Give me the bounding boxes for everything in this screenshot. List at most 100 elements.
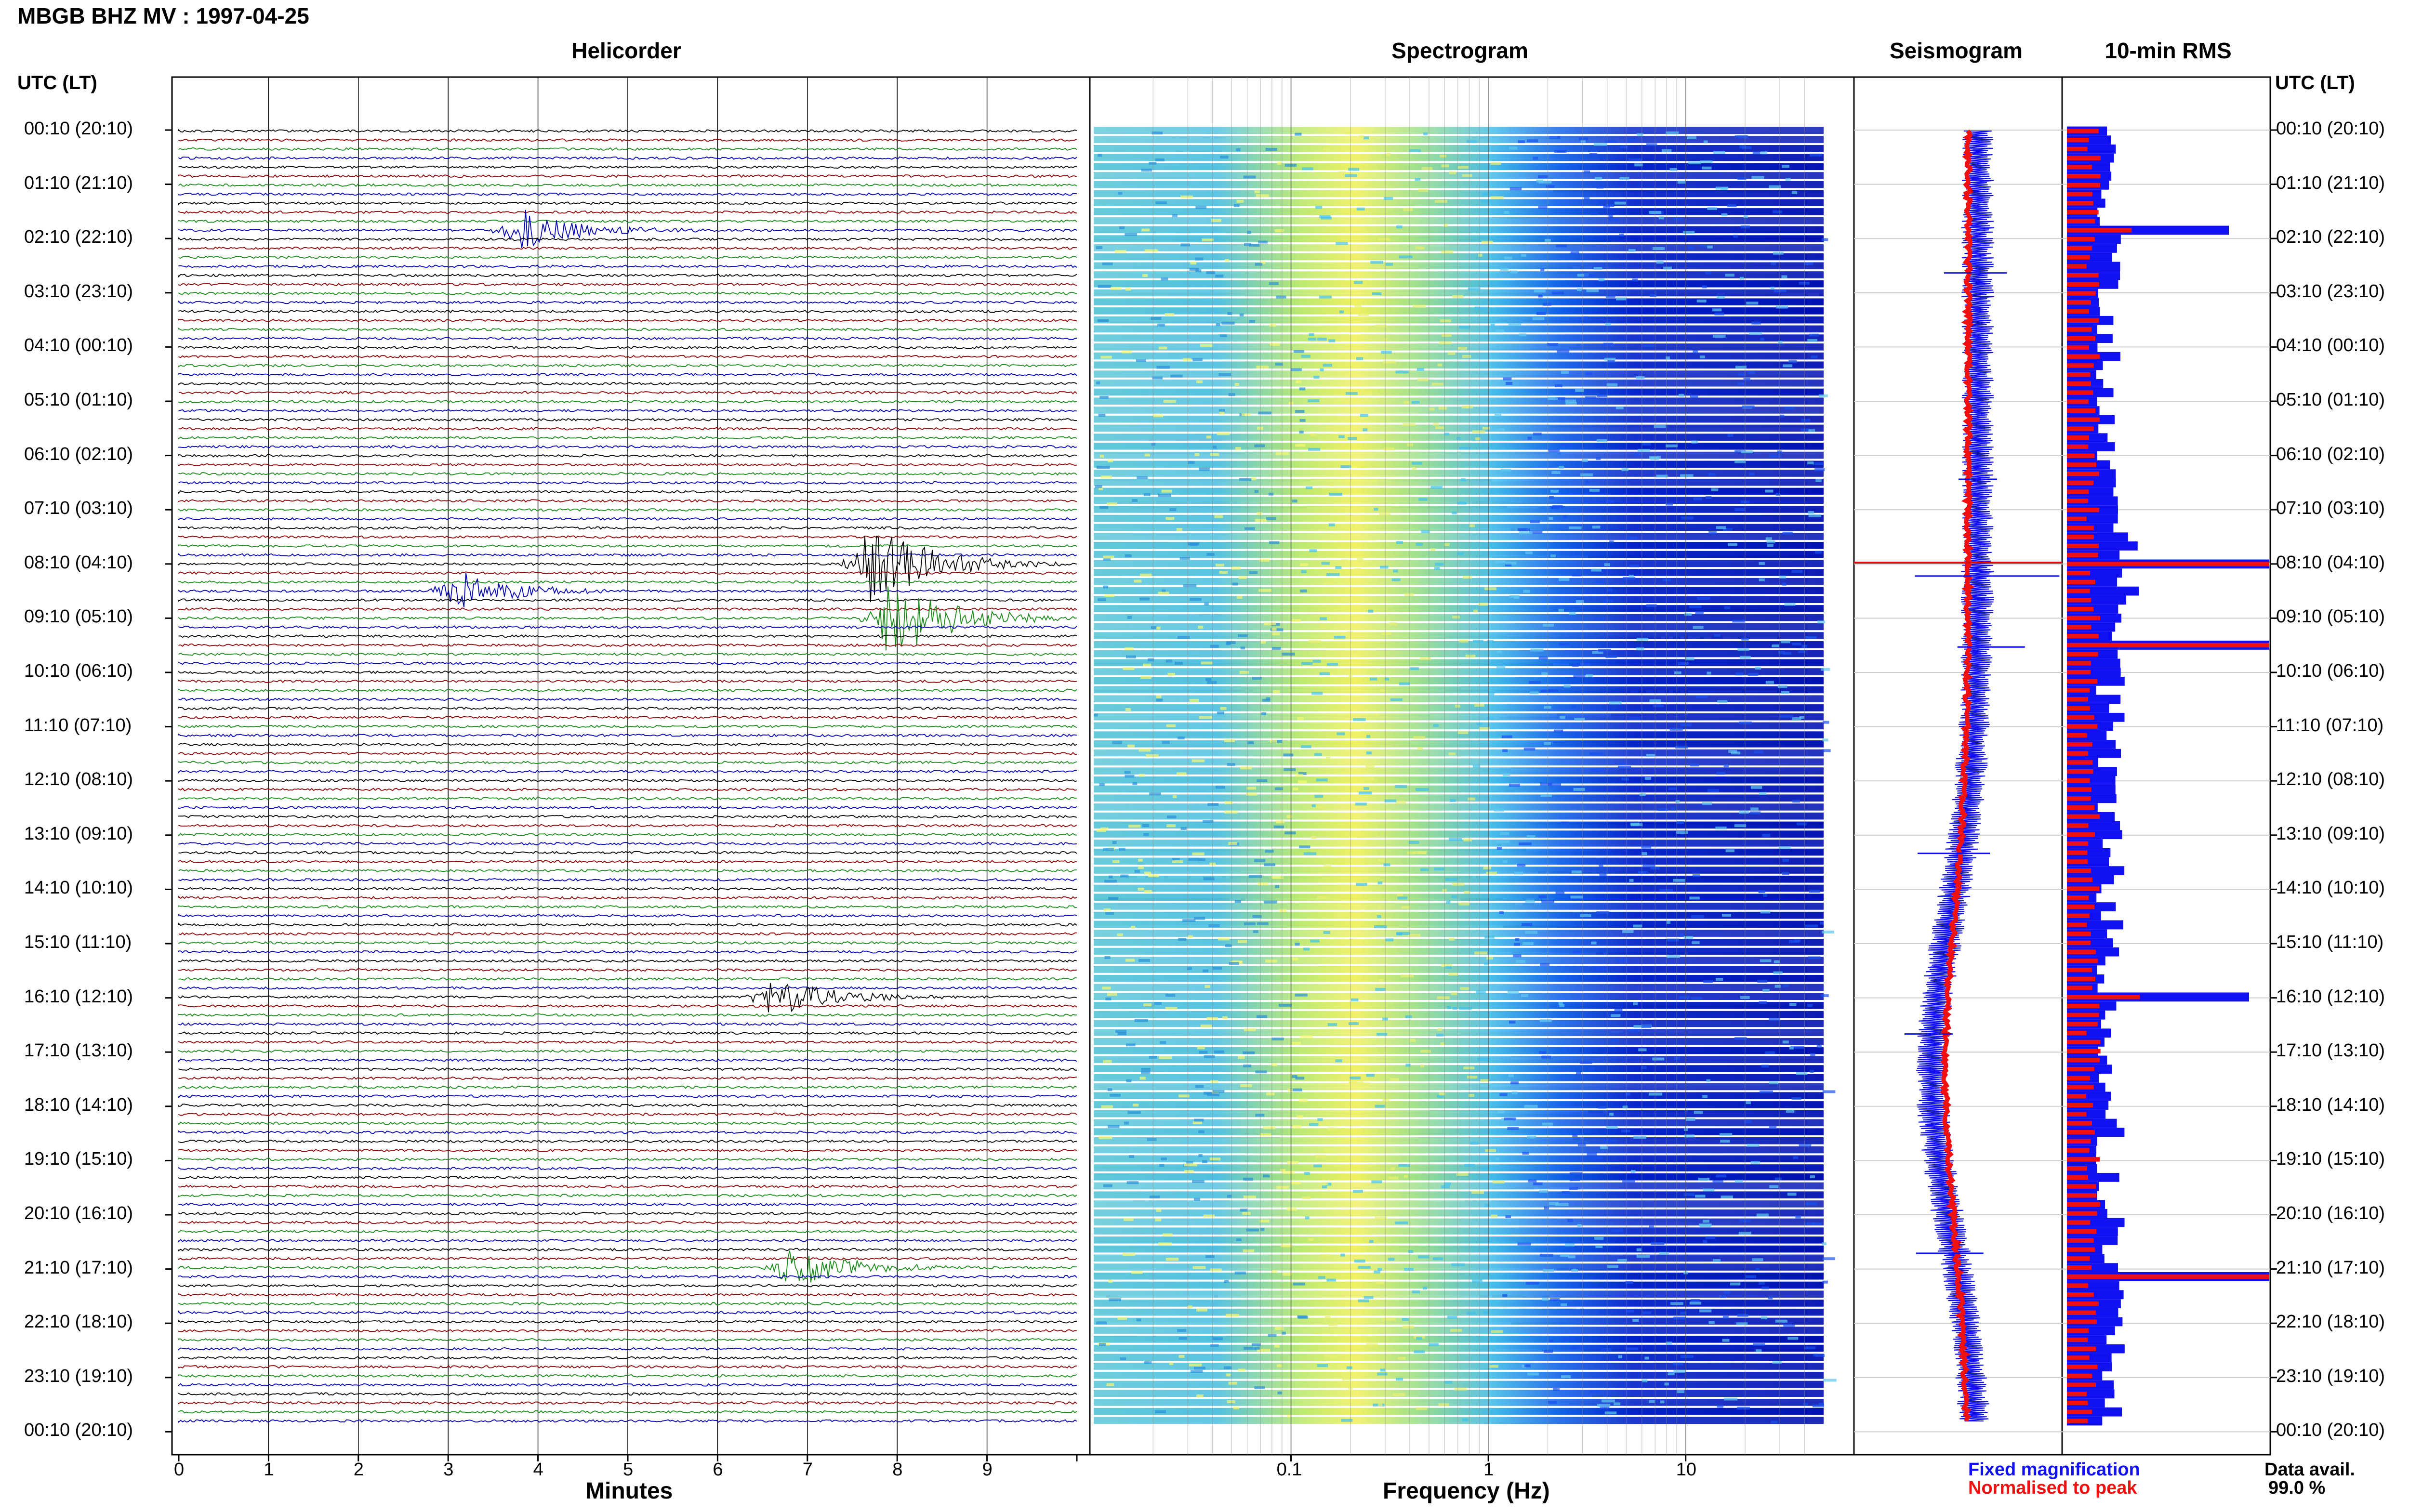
spectrogram-speckle — [1626, 1347, 1639, 1351]
spectrogram-row — [1094, 1029, 1824, 1036]
helicorder-trace — [178, 174, 1077, 178]
spectrogram-speckle — [1580, 473, 1593, 476]
spectrogram-speckle — [1733, 235, 1738, 238]
spectrogram-speckle — [1666, 502, 1673, 506]
rms-normalised-bar — [2067, 697, 2088, 702]
helicorder-trace — [178, 688, 1077, 692]
spectrogram-speckle — [1420, 1050, 1431, 1053]
spectrogram-speckle — [1228, 393, 1235, 396]
spectrogram-speckle — [1737, 177, 1747, 180]
rms-normalised-bar — [2067, 1139, 2091, 1144]
helicorder-trace — [178, 526, 1077, 530]
spectrogram-speckle — [1125, 554, 1132, 557]
spectrogram-speckle — [1211, 219, 1221, 222]
spectrogram-speckle — [1323, 364, 1333, 367]
spectrogram-speckle — [1337, 732, 1345, 736]
spectrogram-row — [1094, 470, 1824, 477]
spectrogram-speckle — [1225, 259, 1230, 262]
spectrogram-speckle — [1565, 399, 1576, 403]
spectrogram-speckle — [1407, 851, 1415, 855]
spectrogram-speckle — [1750, 807, 1759, 811]
spectrogram-speckle — [1805, 1222, 1815, 1225]
spectrogram-speckle — [1313, 375, 1320, 379]
spectrogram-speckle — [1109, 1298, 1121, 1302]
spectrogram-speckle — [1434, 566, 1440, 570]
spectrogram-speckle — [1807, 461, 1814, 465]
spectrogram-row — [1094, 208, 1824, 215]
spectrogram-speckle — [1183, 584, 1197, 587]
spectrogram-speckle — [1796, 822, 1807, 826]
spectrogram-speckle — [1737, 1314, 1748, 1317]
spectrogram-speckle — [1103, 908, 1111, 911]
spectrogram-speckle — [1365, 764, 1375, 768]
spectrogram-row — [1094, 1354, 1824, 1361]
spectrogram-speckle — [1780, 414, 1785, 418]
rms-normalised-bar — [2067, 1076, 2090, 1081]
spectrogram-row — [1094, 1363, 1824, 1370]
spectrogram-speckle — [1524, 1364, 1531, 1367]
spectrogram-speckle — [1136, 1318, 1141, 1322]
spectrogram-speckle — [1390, 1167, 1395, 1170]
spectrogram-speckle — [1720, 1295, 1726, 1298]
helicorder-trace — [178, 156, 1077, 160]
spectrogram-speckle — [1668, 1372, 1675, 1376]
spectrogram-speckle — [1271, 1038, 1284, 1041]
spectrogram-speckle — [1699, 355, 1705, 359]
spectrogram-speckle — [1600, 1146, 1608, 1150]
spectrogram-speckle — [1450, 1329, 1462, 1332]
spectrogram-speckle — [1355, 317, 1368, 321]
spectrogram-speckle — [1517, 1242, 1531, 1246]
spectrogram-speckle — [1468, 287, 1481, 290]
spectrogram-speckle — [1125, 1043, 1136, 1047]
helicorder-trace — [178, 797, 1077, 801]
spectrogram-speckle — [1295, 993, 1308, 997]
spectrogram-row — [1094, 271, 1824, 278]
helicorder-trace — [178, 1085, 1077, 1089]
spectrogram-speckle — [1098, 413, 1106, 417]
spectrogram-speckle — [1555, 397, 1565, 400]
spectrogram-speckle — [1619, 233, 1624, 237]
spectrogram-speckle — [1405, 1064, 1411, 1067]
right-time-label: 05:10 (01:10) — [2276, 390, 2385, 410]
spectrogram-speckle — [1412, 1290, 1420, 1294]
spectrogram-speckle — [1630, 1170, 1636, 1173]
spectrogram-speckle — [1359, 275, 1373, 278]
spectrogram-speckle — [1673, 217, 1684, 221]
spectrogram-speckle — [1448, 352, 1456, 355]
spectrogram-speckle — [1264, 900, 1277, 904]
spectrogram-speckle — [1455, 704, 1460, 708]
spectrogram-speckle — [1272, 1270, 1277, 1273]
spectrogram-speckle — [1457, 552, 1464, 555]
spectrogram-speckle — [1275, 452, 1289, 455]
spectrogram-x-tick: 10 — [1676, 1459, 1696, 1480]
spectrogram-speckle — [1200, 344, 1213, 347]
spectrogram-speckle — [1224, 1279, 1229, 1283]
helicorder-x-tick: 7 — [802, 1459, 813, 1480]
spectrogram-speckle — [1233, 1407, 1239, 1410]
spectrogram-speckle — [1102, 986, 1111, 990]
spectrogram-speckle — [1282, 1273, 1292, 1276]
spectrogram-row — [1094, 542, 1824, 549]
spectrogram-speckle — [1552, 505, 1563, 508]
spectrogram-speckle — [1432, 1257, 1443, 1261]
spectrogram-speckle — [1760, 1316, 1767, 1319]
spectrogram-speckle — [1159, 1056, 1172, 1059]
rms-normalised-bar — [2067, 1085, 2094, 1090]
spectrogram-speckle — [1774, 1177, 1782, 1181]
spectrogram-speckle — [1638, 1048, 1647, 1052]
rms-normalised-bar — [2067, 471, 2099, 476]
spectrogram-speckle — [1471, 1191, 1484, 1194]
spectrogram-speckle — [1803, 262, 1813, 265]
spectrogram-speckle — [1180, 243, 1191, 247]
spectrogram-speckle — [1124, 1218, 1134, 1221]
spectrogram-speckle — [1326, 573, 1340, 576]
spectrogram-speckle — [1207, 803, 1219, 806]
spectrogram-speckle — [1808, 511, 1814, 514]
spectrogram-speckle — [1716, 295, 1725, 299]
spectrogram-speckle — [1448, 973, 1458, 976]
rms-normalised-bar — [2067, 417, 2100, 422]
spectrogram-speckle — [1226, 641, 1236, 644]
spectrogram-speckle — [1487, 640, 1494, 643]
spectrogram-row — [1094, 749, 1824, 757]
spectrogram-speckle — [1464, 1164, 1475, 1167]
